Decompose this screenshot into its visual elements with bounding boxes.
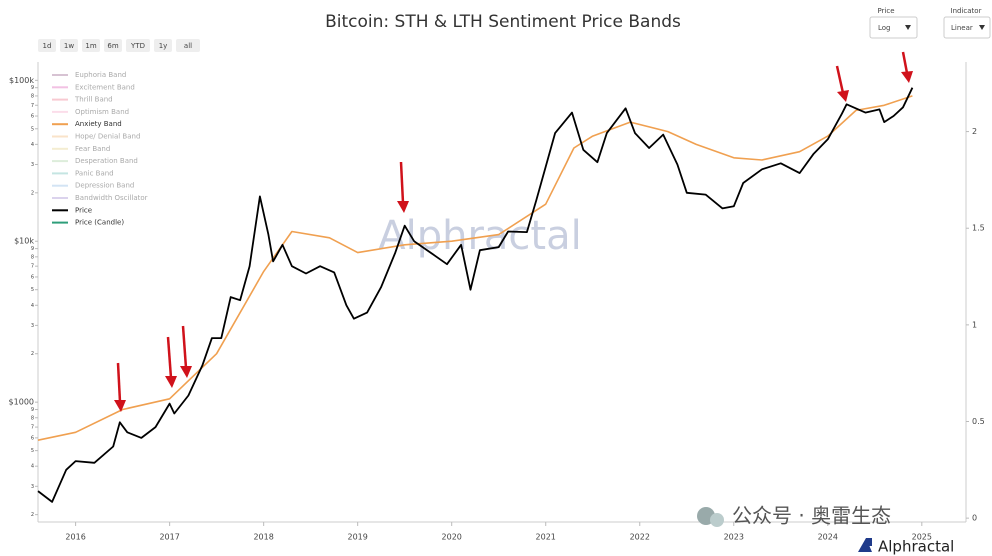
y-tick-label: 2: [31, 512, 34, 518]
range-button-label[interactable]: 1d: [43, 42, 52, 50]
y-tick-label: 3: [31, 162, 34, 168]
y-tick-label: 8: [31, 254, 34, 260]
y2-tick-label: 1.5: [972, 224, 985, 233]
logo-text: Alphractal: [878, 538, 954, 556]
x-tick-label: 2025: [912, 533, 932, 542]
y-tick-label: 6: [31, 435, 34, 441]
range-button[interactable]: [38, 39, 56, 52]
wechat-icon: [710, 513, 724, 527]
y-tick-label: 7: [31, 103, 34, 109]
y-tick-label: 2: [31, 351, 34, 357]
y-tick-label: $10k: [14, 237, 34, 246]
dropdown-arrow: [979, 25, 985, 30]
range-button-label[interactable]: 6m: [107, 42, 118, 50]
x-tick-label: 2023: [724, 533, 744, 542]
y-tick-label: $1000: [9, 398, 34, 407]
legend-label[interactable]: Panic Band: [75, 169, 114, 177]
y-tick-label: 5: [31, 287, 34, 293]
x-tick-label: 2017: [159, 533, 179, 542]
y-tick-label: $100k: [9, 76, 34, 85]
range-button[interactable]: [154, 39, 172, 52]
series-line: [37, 95, 913, 441]
legend-label[interactable]: Price (Candle): [75, 219, 124, 227]
y-tick-label: 3: [31, 323, 34, 329]
x-tick-label: 2020: [442, 533, 462, 542]
annotation-arrows: [114, 51, 913, 412]
legend-label[interactable]: Bandwidth Oscillator: [75, 194, 148, 202]
legend-label[interactable]: Optimism Band: [75, 108, 129, 116]
dropdown-arrow: [905, 25, 911, 30]
dropdown-label: Indicator: [951, 7, 982, 15]
y-tick-label: 4: [31, 464, 34, 470]
y2-tick-label: 2: [972, 127, 977, 136]
legend-label[interactable]: Desperation Band: [75, 157, 138, 165]
range-button[interactable]: [60, 39, 78, 52]
legend-label[interactable]: Depression Band: [75, 182, 134, 190]
x-tick-label: 2018: [253, 533, 273, 542]
series-line: [37, 87, 914, 503]
y-tick-label: 5: [31, 126, 34, 132]
y-tick-label: 8: [31, 415, 34, 421]
y-tick-label: 9: [31, 85, 34, 91]
range-button[interactable]: [82, 39, 100, 52]
range-button[interactable]: [104, 39, 122, 52]
y2-tick-label: 0: [972, 514, 977, 523]
x-tick-label: 2019: [347, 533, 367, 542]
dropdown-value[interactable]: Linear: [951, 24, 973, 32]
dropdown[interactable]: [943, 16, 991, 39]
legend-label[interactable]: Excitement Band: [75, 83, 135, 91]
range-button[interactable]: [176, 39, 200, 52]
x-tick-label: 2022: [630, 533, 650, 542]
legend-label[interactable]: Thrill Band: [74, 96, 113, 104]
dropdown-value[interactable]: Log: [878, 24, 891, 32]
y-tick-label: 7: [31, 264, 34, 270]
x-tick-label: 2024: [818, 533, 838, 542]
y-tick-label: 9: [31, 246, 34, 252]
x-tick-label: 2021: [536, 533, 556, 542]
y-tick-label: 3: [31, 484, 34, 490]
y-tick-label: 4: [31, 142, 34, 148]
legend-label[interactable]: Fear Band: [75, 145, 110, 153]
footer-note: 公众号 · 奥雷生态: [732, 504, 891, 528]
y-tick-label: 4: [31, 303, 34, 309]
legend-label[interactable]: Price: [75, 206, 92, 214]
logo-mark: [858, 538, 872, 552]
range-button-label[interactable]: 1w: [64, 42, 74, 50]
legend-label[interactable]: Euphoria Band: [75, 71, 126, 79]
chart-title: Bitcoin: STH & LTH Sentiment Price Bands: [325, 12, 681, 32]
range-button[interactable]: [126, 39, 150, 52]
y2-tick-label: 0.5: [972, 417, 985, 426]
range-button-label[interactable]: all: [184, 42, 192, 50]
range-button-label[interactable]: 1m: [85, 42, 96, 50]
range-button-label[interactable]: YTD: [130, 42, 145, 50]
y-tick-label: 6: [31, 114, 34, 120]
y2-tick-label: 1: [972, 320, 977, 329]
dropdown-label: Price: [877, 7, 894, 15]
y-tick-label: 6: [31, 274, 34, 280]
y-tick-label: 9: [31, 407, 34, 413]
y-tick-label: 2: [31, 190, 34, 196]
legend-label[interactable]: Anxiety Band: [75, 120, 122, 128]
y-tick-label: 5: [31, 448, 34, 454]
x-tick-label: 2016: [65, 533, 85, 542]
range-button-label[interactable]: 1y: [159, 42, 168, 50]
y-tick-label: 7: [31, 425, 34, 431]
y-tick-label: 8: [31, 93, 34, 99]
legend-label[interactable]: Hope/ Denial Band: [75, 133, 140, 141]
dropdown[interactable]: [869, 16, 918, 39]
